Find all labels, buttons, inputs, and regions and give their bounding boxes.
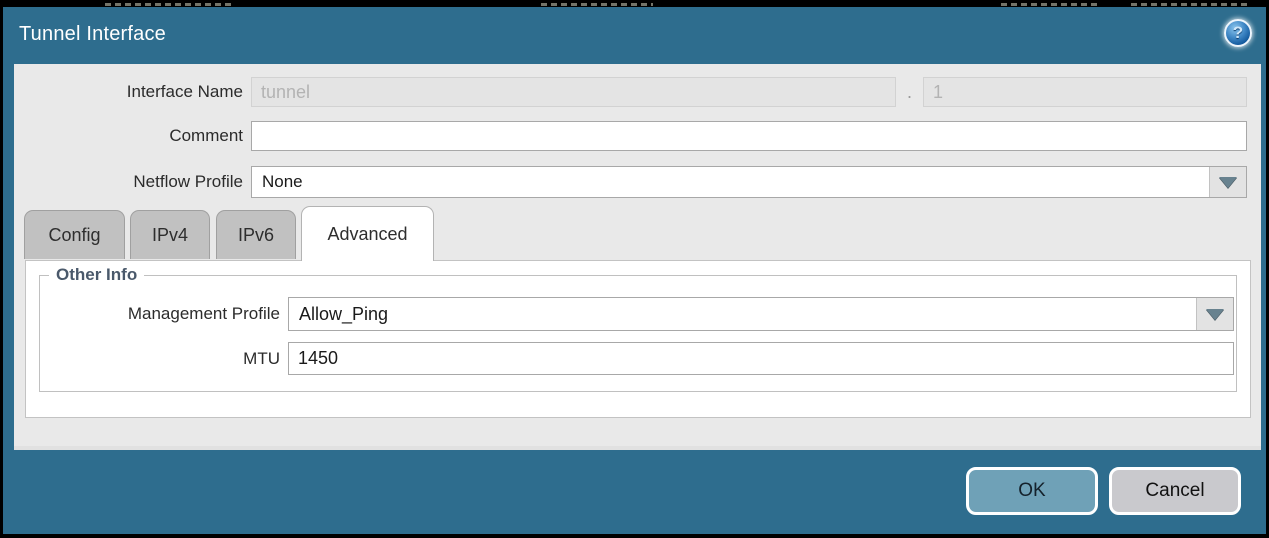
management-profile-value: Allow_Ping [289, 298, 1196, 330]
tab-advanced[interactable]: Advanced [301, 206, 434, 261]
tab-ipv6[interactable]: IPv6 [216, 210, 296, 259]
mtu-input[interactable] [288, 342, 1234, 375]
dialog-body: Interface Name . Comment Netflow Profile… [14, 64, 1261, 450]
background-text-fragment [541, 3, 653, 6]
management-profile-select[interactable]: Allow_Ping [288, 297, 1234, 331]
other-info-legend: Other Info [56, 265, 138, 284]
netflow-profile-dropdown-button[interactable] [1209, 167, 1246, 197]
chevron-down-icon [1206, 308, 1224, 320]
netflow-profile-select[interactable]: None [251, 166, 1247, 198]
ok-button[interactable]: OK [966, 467, 1098, 515]
interface-name-separator: . [906, 81, 912, 102]
background-page-remnant [3, 2, 1266, 7]
comment-row: Comment [14, 121, 1247, 151]
background-text-fragment [105, 3, 233, 6]
background-text-fragment [1001, 3, 1099, 6]
mtu-label: MTU [243, 348, 280, 368]
tab-config[interactable]: Config [24, 210, 125, 259]
netflow-profile-row: Netflow Profile None [14, 166, 1247, 198]
dialog-titlebar: Tunnel Interface ? [3, 7, 1266, 64]
help-icon[interactable]: ? [1224, 19, 1252, 47]
comment-input[interactable] [251, 121, 1247, 151]
interface-name-input [251, 77, 896, 107]
mtu-row: MTU [40, 342, 1236, 375]
management-profile-label: Management Profile [127, 304, 280, 323]
interface-name-row: Interface Name . [14, 77, 1247, 107]
management-profile-row: Management Profile Allow_Ping [40, 297, 1236, 331]
cancel-button[interactable]: Cancel [1109, 467, 1241, 515]
tab-ipv4[interactable]: IPv4 [130, 210, 210, 259]
netflow-profile-label: Netflow Profile [133, 172, 243, 191]
dialog-title: Tunnel Interface [19, 23, 166, 45]
management-profile-dropdown-button[interactable] [1196, 298, 1233, 330]
interface-name-label: Interface Name [126, 82, 243, 101]
netflow-profile-value: None [252, 167, 1209, 197]
advanced-tab-panel: Other Info Management Profile Allow_Ping… [25, 260, 1251, 418]
other-info-groupbox: Other Info Management Profile Allow_Ping… [39, 265, 1237, 392]
interface-number-input[interactable] [923, 77, 1247, 107]
comment-label: Comment [169, 126, 243, 145]
background-text-fragment [1131, 3, 1251, 6]
chevron-down-icon [1219, 176, 1237, 188]
